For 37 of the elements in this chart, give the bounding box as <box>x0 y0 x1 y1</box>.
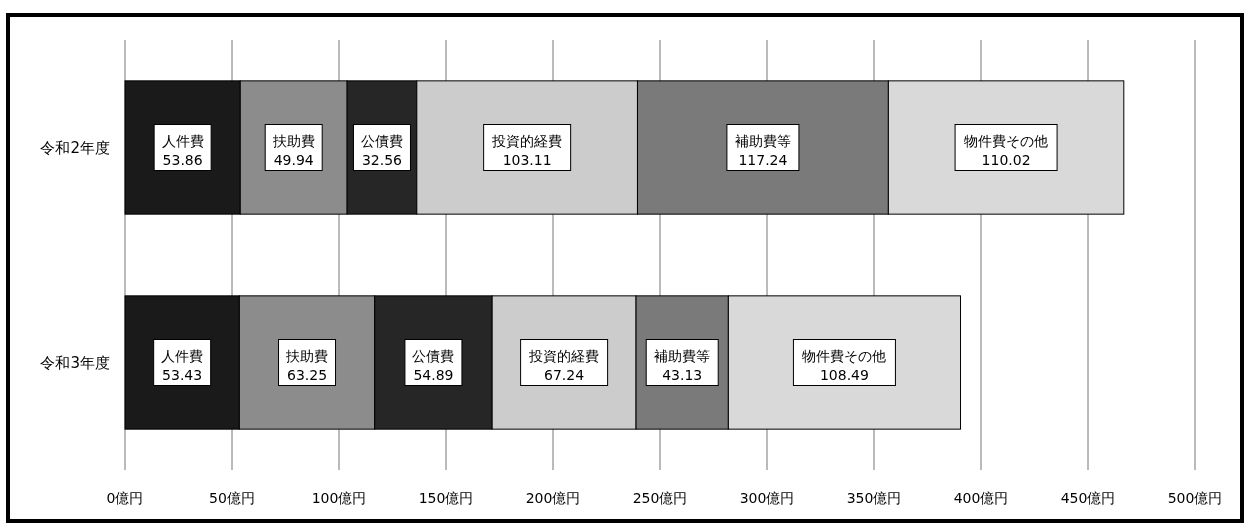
x-tick-label: 250億円 <box>632 490 688 506</box>
y-tick-label: 令和3年度 <box>40 353 110 372</box>
x-tick-label: 450億円 <box>1060 490 1116 506</box>
data-label: 49.94 <box>273 151 314 168</box>
x-tick-label: 200億円 <box>525 490 581 506</box>
x-tick-label: 350億円 <box>846 490 902 506</box>
data-label: 53.86 <box>162 151 203 168</box>
series-label: 投資的経費 <box>528 347 600 364</box>
text: 物件費その他 <box>964 132 1049 149</box>
x-tick-label: 400億円 <box>953 490 1009 506</box>
x-tick-label: 100億円 <box>311 490 367 506</box>
data-label: 103.11 <box>502 151 552 168</box>
series-label: 物件費その他 <box>802 347 887 364</box>
x-tick-label: 150億円 <box>418 490 474 506</box>
series-label: 補助費等 <box>654 347 711 364</box>
series-label: 公債費 <box>360 132 403 149</box>
data-label: 63.25 <box>286 366 328 383</box>
data-label: 53.43 <box>162 366 203 383</box>
text: 補助費等 <box>734 132 791 149</box>
text: 人件費 <box>161 132 204 149</box>
text: 投資的経費 <box>492 132 563 149</box>
series-label: 扶助費 <box>271 132 315 149</box>
y-tick-label: 令和2年度 <box>40 138 110 157</box>
x-tick-label: 500億円 <box>1167 490 1223 506</box>
x-tick-label: 0億円 <box>106 490 144 506</box>
x-tick-label: 50億円 <box>209 490 255 506</box>
text: 扶助費 <box>286 347 329 364</box>
data-label: 32.56 <box>361 151 403 168</box>
data-label: 110.02 <box>981 151 1031 168</box>
x-tick-label: 300億円 <box>739 490 795 506</box>
data-label: 67.24 <box>544 366 585 383</box>
data-label: 54.89 <box>413 366 454 383</box>
series-label: 人件費 <box>161 347 204 364</box>
data-label: 43.13 <box>662 366 703 383</box>
data-label: 108.49 <box>819 366 869 383</box>
text: 公債費 <box>412 347 455 364</box>
data-label: 117.24 <box>738 151 788 168</box>
